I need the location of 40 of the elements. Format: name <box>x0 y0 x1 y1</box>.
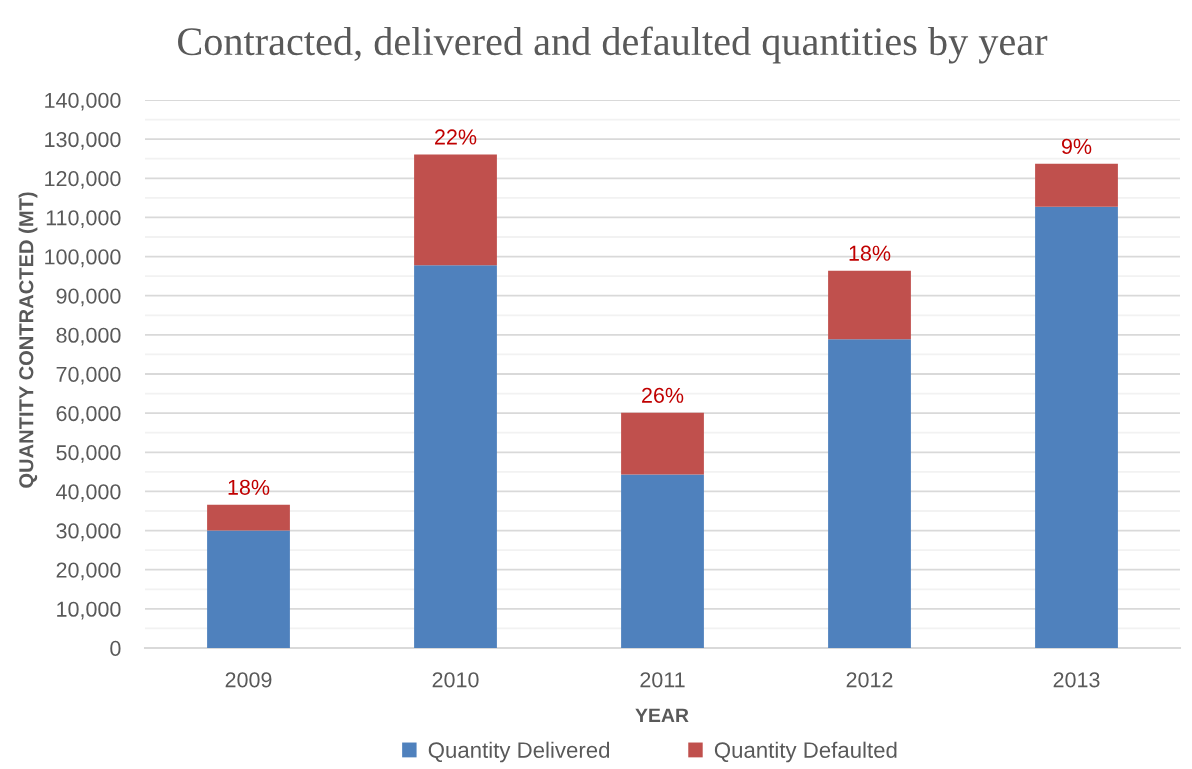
annotation: 9% <box>1061 138 1092 154</box>
x-tick-label: 2011 <box>640 672 685 688</box>
y-tick-label: 40,000 <box>56 484 121 502</box>
y-tick-label: 120,000 <box>45 171 121 189</box>
y-tick-label: 10,000 <box>57 601 121 620</box>
x-axis-title: YEAR <box>635 708 689 723</box>
x-tick-label: 2013 <box>1053 672 1100 688</box>
bar <box>828 270 911 340</box>
bar <box>1035 206 1118 648</box>
legend-label: Quantity Defaulted <box>714 741 897 763</box>
y-tick-label: 100,000 <box>45 249 121 268</box>
bar <box>828 339 911 648</box>
y-tick-label: 20,000 <box>56 562 121 581</box>
bar <box>621 412 704 475</box>
bar <box>414 265 497 648</box>
bar <box>207 530 290 648</box>
y-tick-label: 130,000 <box>45 131 121 150</box>
bar <box>207 504 290 531</box>
y-tick-label: 70,000 <box>56 366 121 385</box>
legend-label: Quantity Delivered <box>428 741 610 763</box>
y-tick-label: 110,000 <box>46 210 121 228</box>
y-tick-label: 60,000 <box>56 405 121 424</box>
y-tick-label: 90,000 <box>56 288 121 307</box>
chart-title: Contracted, delivered and defaulted quantities by year <box>178 26 1048 64</box>
y-tick-label: 140,000 <box>45 92 121 111</box>
annotation: 18% <box>228 479 270 495</box>
x-tick-label: 2012 <box>846 672 893 688</box>
y-tick-label: 80,000 <box>56 327 121 346</box>
bar <box>621 474 704 648</box>
y-tick-label: 30,000 <box>56 523 121 542</box>
x-tick-label: 2010 <box>432 672 479 688</box>
bar <box>1035 163 1118 207</box>
annotation: 26% <box>642 387 684 403</box>
y-axis-title: QUANTITY CONTRACTED (MT) <box>18 192 38 488</box>
x-tick-label: 2009 <box>225 672 272 688</box>
bar <box>414 154 497 266</box>
annotation: 22% <box>435 129 477 145</box>
y-tick-label: 50,000 <box>56 445 121 463</box>
annotation: 18% <box>849 245 891 261</box>
y-tick-label: 0 <box>110 640 121 657</box>
